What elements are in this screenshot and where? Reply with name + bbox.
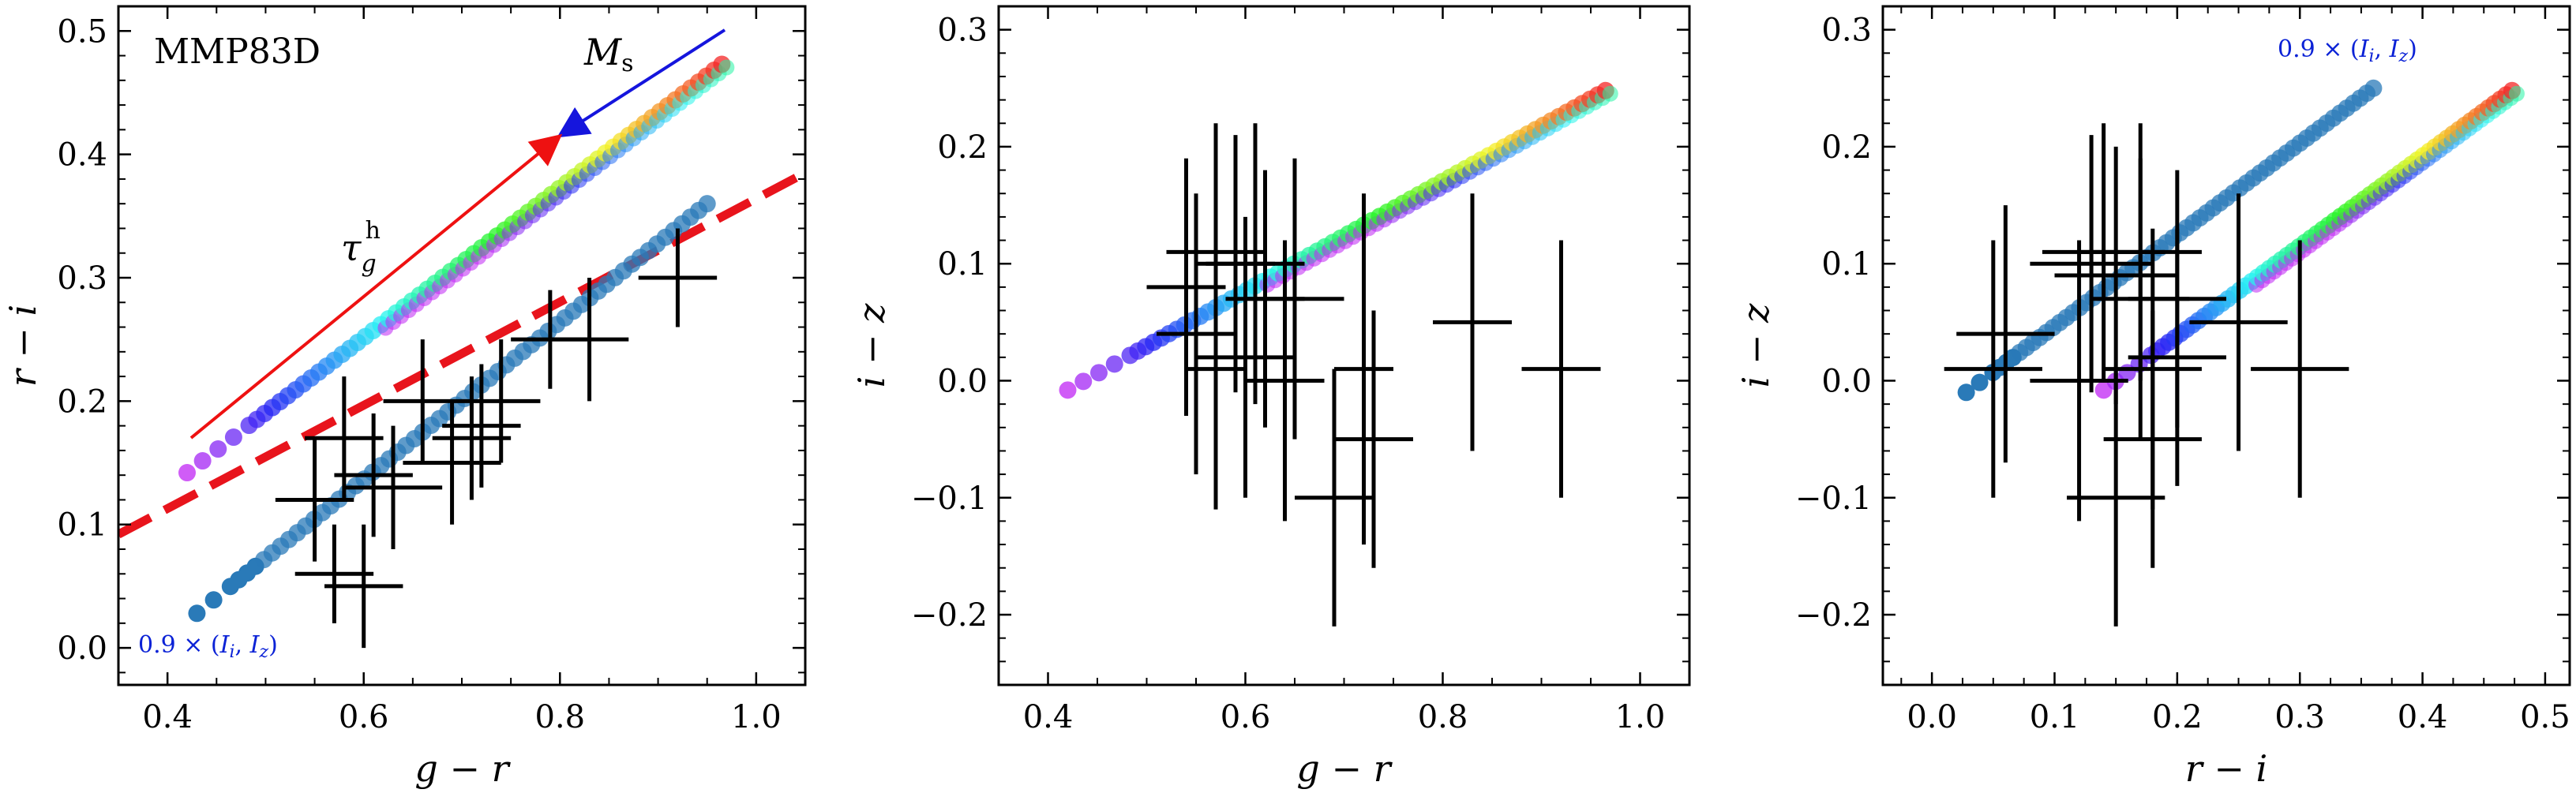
- rainbow-model-point: [1074, 372, 1093, 391]
- ms-arrow: [557, 28, 726, 138]
- panel-left-marks: [118, 55, 805, 649]
- panel-right-ytick-label: −0.2: [1795, 597, 1872, 634]
- rainbow-model-point: [718, 59, 735, 76]
- rainbow-model-point: [1059, 381, 1077, 399]
- panel-right-ylabel: i − z: [1734, 303, 1777, 388]
- panel-left-ytick-label: 0.1: [57, 507, 107, 544]
- panel-left-ylabel: r − i: [2, 305, 44, 387]
- ms-arrow-label: Ms: [583, 31, 634, 77]
- panel-right-ytick-label: 0.1: [1821, 246, 1872, 282]
- tau-arrow: [189, 133, 563, 440]
- panel-right-xtick-label: 0.0: [1907, 699, 1957, 735]
- panel-right-xtick-label: 0.1: [2030, 699, 2080, 735]
- panel-left: 0.4 0.6 0.8 1.0 0.0 0.1 0.2 0.3 0.4 0.5 MMP83D 0.…: [2, 5, 807, 790]
- panel-right-xlabel: r − i: [2185, 747, 2268, 790]
- rainbow-model-point: [193, 452, 212, 470]
- panel-middle-xlabel: g − r: [1296, 747, 1393, 790]
- panel-middle-xtick-label: 1.0: [1615, 699, 1666, 735]
- panel-left-xtick-label: 0.8: [534, 699, 585, 735]
- blue-model-point: [188, 604, 206, 623]
- panel-middle-ytick-label: −0.2: [911, 597, 988, 634]
- panel-right-marks: [1944, 79, 2525, 627]
- panel-right-xtick-label: 0.3: [2274, 699, 2325, 735]
- panel-left-xlabel: g − r: [414, 747, 511, 790]
- blue-model-point: [2364, 79, 2383, 97]
- panel-middle-xtick-label: 0.4: [1023, 699, 1074, 735]
- panel-middle-ylabel: i − z: [850, 303, 893, 388]
- blue-model-point: [698, 195, 716, 213]
- panel-left-xtick-label: 0.6: [339, 699, 389, 735]
- panel-left-ytick-label: 0.5: [57, 13, 107, 50]
- panel-right-xtick-label: 0.5: [2520, 699, 2570, 735]
- blue-model-point: [1957, 383, 1975, 402]
- panel-right-ytick-label: 0.0: [1821, 363, 1872, 399]
- rainbow-model-point: [2508, 85, 2525, 102]
- panel-middle-ticks: 0.4 0.6 0.8 1.0 −0.2 −0.1 0.0 0.1 0.2 0.3: [911, 6, 1690, 735]
- rainbow-model-point: [209, 440, 227, 458]
- panel-right-frame: [1881, 5, 2571, 686]
- panel-right-xtick-label: 0.2: [2152, 699, 2203, 735]
- panel-left-ticks: 0.4 0.6 0.8 1.0 0.0 0.1 0.2 0.3 0.4 0.5: [57, 6, 806, 735]
- rainbow-model-point: [224, 428, 242, 447]
- panel-middle-xtick-label: 0.8: [1418, 699, 1468, 735]
- panel-right: 0.0 0.1 0.2 0.3 0.4 0.5 −0.2 −0.1 0.0 0.1 0.2 0.3 0…: [1734, 5, 2571, 790]
- panel-left-ytick-label: 0.4: [57, 137, 107, 174]
- panel-left-ytick-label: 0.2: [57, 383, 107, 420]
- panel-middle-xtick-label: 0.6: [1221, 699, 1271, 735]
- panel-middle-ytick-label: −0.1: [911, 481, 988, 517]
- panel-middle: 0.4 0.6 0.8 1.0 −0.2 −0.1 0.0 0.1 0.2 0.3 g − r i…: [850, 5, 1691, 790]
- tau-arrow-label: τgh: [341, 217, 381, 278]
- panel-left-note: 0.9 × (Ii, Iz): [138, 631, 278, 662]
- panel-right-ytick-label: −0.1: [1795, 481, 1872, 517]
- panel-right-ytick-label: 0.3: [1821, 13, 1872, 49]
- panel-right-ticks: 0.0 0.1 0.2 0.3 0.4 0.5 −0.2 −0.1 0.0 0.1 0.2 0.3: [1795, 6, 2570, 735]
- rainbow-model-point: [1089, 364, 1108, 382]
- panel-left-ytick-label: 0.3: [57, 260, 107, 297]
- dashed-reference-line: [118, 169, 805, 539]
- rainbow-model-point: [1602, 85, 1618, 102]
- rainbow-model-point: [1105, 355, 1123, 373]
- panel-left-frame: [117, 5, 807, 686]
- panel-right-ytick-label: 0.2: [1821, 129, 1872, 166]
- panel-middle-ytick-label: 0.0: [937, 363, 988, 399]
- panel-left-ytick-label: 0.0: [57, 630, 107, 667]
- panel-right-note: 0.9 × (Ii, Iz): [2278, 36, 2417, 66]
- rainbow-model-point: [178, 464, 196, 482]
- panel-middle-marks: [1059, 81, 1618, 627]
- panel-middle-ytick-label: 0.3: [937, 13, 988, 49]
- panel-left-xtick-label: 1.0: [731, 699, 782, 735]
- blue-model-point: [1970, 373, 1989, 391]
- panel-right-xtick-label: 0.4: [2398, 699, 2448, 735]
- panel-left-xtick-label: 0.4: [142, 699, 193, 735]
- blue-model-point: [204, 591, 223, 609]
- panel-middle-ytick-label: 0.1: [937, 246, 988, 282]
- panel-left-tag: MMP83D: [154, 32, 321, 72]
- panel-middle-ytick-label: 0.2: [937, 129, 988, 166]
